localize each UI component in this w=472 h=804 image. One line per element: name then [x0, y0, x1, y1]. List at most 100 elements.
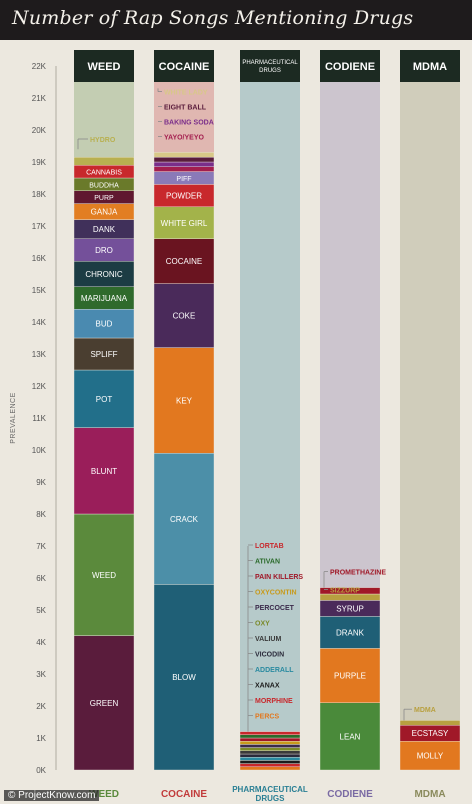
source-text: ProjectKnow.com [18, 790, 96, 801]
segment-label: BLOW [172, 673, 196, 682]
y-tick-label: 14K [32, 318, 47, 327]
callout-label: HYDRO [90, 137, 116, 144]
bar-segment [153, 206, 215, 240]
segment-label: CRACK [170, 515, 199, 524]
segment-label: COKE [173, 312, 196, 321]
callout-label: WHITE LADY [164, 90, 208, 97]
column-header-box [154, 50, 214, 82]
segment-label: KEY [176, 396, 193, 405]
y-tick-label: 18K [32, 190, 47, 199]
callout-label: VICODIN [255, 652, 284, 659]
x-category-label: CODIENE [327, 789, 373, 800]
bar-segment [153, 347, 215, 454]
y-tick-label: 0K [36, 766, 46, 775]
y-tick-label: 5K [36, 606, 46, 615]
callout-label: MDMA [414, 707, 436, 714]
bar-segment [239, 760, 301, 764]
y-tick-label: 6K [36, 574, 46, 583]
bar-segment [239, 744, 301, 748]
callout-label: MORPHINE [255, 698, 293, 705]
segment-label: WEED [92, 571, 116, 580]
column-background [240, 50, 300, 770]
segment-label: COCAINE [166, 257, 202, 266]
segment-label: DRO [95, 246, 113, 255]
y-tick-label: 10K [32, 446, 47, 455]
bar-segment [73, 513, 135, 636]
segment-label: POT [96, 395, 113, 404]
callout-label: SIZZURP [330, 588, 360, 595]
y-tick-label: 19K [32, 158, 47, 167]
bar-segment [73, 309, 135, 339]
bar-segment [153, 161, 215, 167]
y-tick-label: 7K [36, 542, 46, 551]
y-tick-label: 8K [36, 510, 46, 519]
segment-label: SPLIFF [90, 350, 117, 359]
bar-segment [239, 734, 301, 739]
y-tick-label: 12K [32, 382, 47, 391]
bar-segment [239, 737, 301, 742]
bar-segment [73, 337, 135, 371]
callout-label: BAKING SODA [164, 120, 214, 127]
segment-label: MOLLY [417, 752, 444, 761]
x-category-label: DRUGS [256, 794, 286, 803]
segment-label: CHRONIC [85, 270, 123, 279]
y-tick-label: 1K [36, 734, 46, 743]
y-tick-label: 15K [32, 286, 47, 295]
bar-segment [399, 741, 461, 771]
callout-label: PERCOCET [255, 605, 295, 612]
bar-segment [239, 757, 301, 761]
bar-segment [153, 152, 215, 158]
bar-segment [239, 766, 301, 771]
y-tick-label: 17K [32, 222, 47, 231]
bar-segment [153, 156, 215, 163]
segment-label: PIFF [176, 176, 191, 183]
callout-label: ATIVAN [255, 559, 280, 566]
callout-label: OXY [255, 621, 270, 628]
callout-label: OXYCONTIN [255, 590, 297, 597]
callout-label: PERCS [255, 714, 279, 721]
bar-segment [239, 747, 301, 751]
segment-label: DANK [93, 225, 116, 234]
column-header-label: MDMA [413, 61, 447, 73]
chart-title: Number of Rap Songs Mentioning Drugs [12, 7, 414, 29]
y-tick-label: 4K [36, 638, 46, 647]
y-axis-title: PREVALENCE [10, 392, 17, 444]
bar-segment [319, 616, 381, 649]
bar-segment [153, 238, 215, 284]
column-background [400, 50, 460, 770]
bar-segment [73, 156, 135, 166]
bar-segment [319, 587, 381, 595]
column-header-box [320, 50, 380, 82]
callout-label: EIGHT BALL [164, 105, 207, 112]
y-tick-label: 13K [32, 350, 47, 359]
segment-label: DRANK [336, 628, 365, 637]
bar-segment [319, 648, 381, 704]
bar-segment [239, 731, 301, 735]
segment-label: LEAN [340, 732, 361, 741]
column-header-box [240, 50, 300, 82]
source-credit: © ProjectKnow.com [4, 790, 100, 801]
bar-segment [239, 750, 301, 755]
segment-label: CANNABIS [86, 170, 122, 177]
segment-label: BUD [96, 320, 113, 329]
segment-label: WHITE GIRL [161, 219, 208, 228]
segment-label: BLUNT [91, 467, 117, 476]
column-header-label: COCAINE [159, 61, 210, 73]
bar-segment [239, 753, 301, 758]
segment-label: ECSTASY [412, 729, 449, 738]
column-header-label: CODIENE [325, 61, 375, 73]
bar-segment [153, 453, 215, 585]
y-tick-label: 2K [36, 702, 46, 711]
column-header-label: DRUGS [259, 68, 281, 74]
bar-segment [153, 166, 215, 172]
bar-segment [319, 702, 381, 771]
segment-label: GANJA [91, 208, 118, 217]
y-tick-label: 21K [32, 94, 47, 103]
x-category-label: COCAINE [161, 789, 207, 800]
title-bar: Number of Rap Songs Mentioning Drugs [0, 0, 472, 40]
segment-label: BUDDHA [89, 182, 119, 189]
segment-label: GREEN [90, 699, 119, 708]
column-header-label: PHARMACEUTICAL [242, 60, 298, 66]
callout-label: LORTAB [255, 543, 284, 550]
